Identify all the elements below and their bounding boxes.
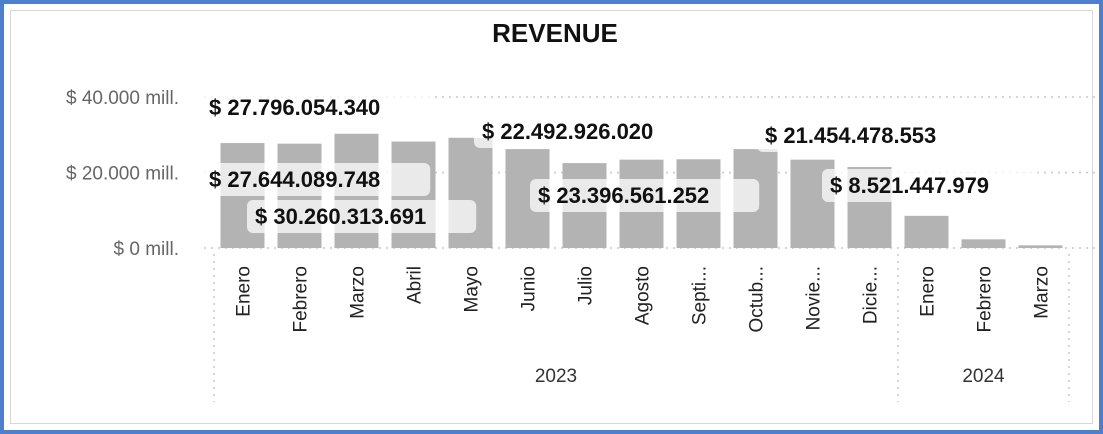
x-tick-label: Febrero xyxy=(291,266,312,333)
x-tick-label: Abril xyxy=(405,266,426,304)
data-label-background xyxy=(530,179,760,212)
bar xyxy=(904,215,949,248)
x-tick-label: Enero xyxy=(918,266,939,317)
y-tick-label: $ 20.000 mill. xyxy=(66,164,179,185)
data-label: $ 27.644.089.748 xyxy=(209,167,380,192)
data-label-background xyxy=(822,169,1038,202)
x-tick-label: Octub... xyxy=(747,266,768,333)
data-label-background xyxy=(201,163,431,196)
data-labels: $ 27.796.054.340 $ 27.644.089.748 $ 30.260… xyxy=(201,91,1038,233)
data-label: $ 23.396.561.252 xyxy=(538,183,709,208)
x-tick-label: Enero xyxy=(234,266,255,317)
y-axis: $ 0 mill. $ 20.000 mill. $ 40.000 mill. xyxy=(66,88,179,260)
x-tick-label: Julio xyxy=(576,266,597,305)
x-tick-label: Novie... xyxy=(804,266,825,330)
x-tick-label: Dicie... xyxy=(861,266,882,324)
year-group-label: 2023 xyxy=(535,366,577,387)
x-tick-label: Febrero xyxy=(975,266,996,333)
data-label-background xyxy=(247,200,477,233)
bar xyxy=(1018,245,1063,248)
data-label: $ 21.454.478.553 xyxy=(765,123,936,148)
chart-title: REVENUE xyxy=(492,18,618,48)
bar xyxy=(961,239,1006,248)
year-group-label: 2024 xyxy=(962,366,1005,387)
x-tick-label: Agosto xyxy=(633,266,654,325)
data-label-background xyxy=(201,91,431,124)
data-label: $ 22.492.926.020 xyxy=(482,119,653,144)
x-tick-label: Mayo xyxy=(462,266,483,312)
data-label-background xyxy=(474,115,704,148)
chart-inner-border xyxy=(10,10,1093,424)
x-tick-label: Marzo xyxy=(1032,266,1053,319)
y-tick-label: $ 0 mill. xyxy=(114,239,179,260)
x-tick-label: Septi... xyxy=(690,266,711,325)
x-tick-label: Junio xyxy=(519,266,540,311)
data-label: $ 8.521.447.979 xyxy=(830,173,989,198)
revenue-chart: REVENUE $ 0 mill. $ 20.000 mill. $ 40.000 … xyxy=(66,18,1099,402)
data-label-background xyxy=(757,119,987,152)
x-axis: Enero Febrero Marzo Abril Mayo Junio Julio Agos… xyxy=(213,254,1070,402)
data-label: $ 30.260.313.691 xyxy=(255,204,426,229)
y-tick-label: $ 40.000 mill. xyxy=(66,88,179,109)
x-tick-label: Marzo xyxy=(348,266,369,319)
data-label: $ 27.796.054.340 xyxy=(209,95,380,120)
